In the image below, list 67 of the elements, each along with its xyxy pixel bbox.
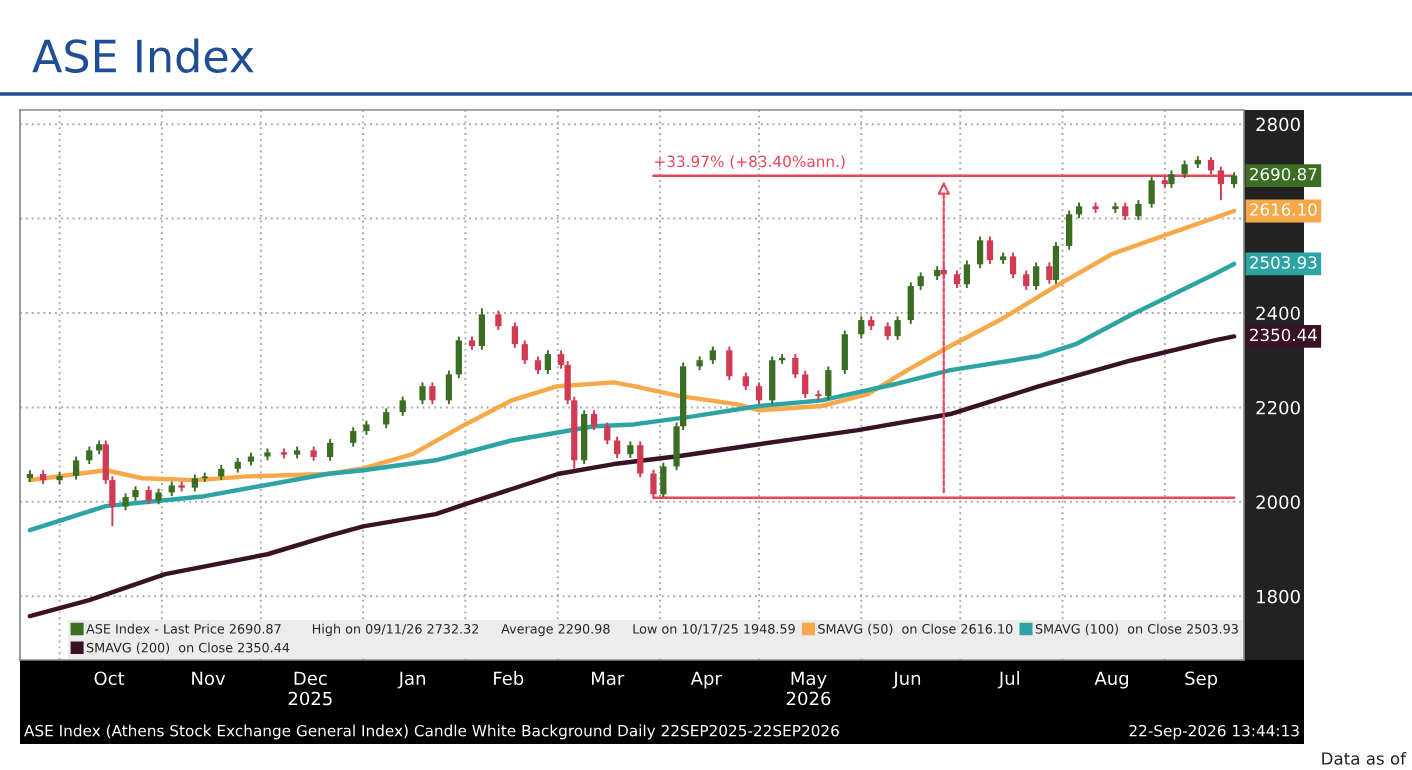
- candlestick: [1023, 269, 1030, 291]
- candlestick: [841, 329, 848, 375]
- candlestick: [1135, 199, 1142, 221]
- candlestick: [604, 421, 611, 446]
- candlestick: [326, 438, 334, 462]
- candlestick: [726, 345, 733, 382]
- x-tick-label: Nov: [192, 671, 226, 686]
- candlestick: [445, 369, 453, 406]
- line-series: [27, 261, 1237, 533]
- y-tick-label: 2000: [1256, 495, 1300, 509]
- candlestick: [1066, 209, 1073, 251]
- candlestick: [907, 281, 914, 325]
- candlestick: [581, 409, 588, 466]
- y-tick-label: 2800: [1256, 117, 1300, 132]
- candlestick: [792, 353, 799, 380]
- candlestick: [1046, 261, 1053, 285]
- candlestick: [976, 235, 984, 270]
- candlestick: [495, 309, 502, 331]
- x-tick-label: May 2026: [786, 671, 831, 706]
- candlestick: [894, 315, 901, 341]
- candlestick: [963, 259, 970, 289]
- candlestick: [511, 321, 519, 349]
- candlestick: [802, 369, 809, 399]
- candlestick: [1052, 241, 1060, 285]
- candlestick: [72, 455, 80, 481]
- candlestick: [478, 307, 486, 351]
- candlestick: [660, 461, 667, 499]
- line-series: [27, 334, 1237, 619]
- candlestick: [769, 355, 776, 406]
- candlestick: [544, 349, 551, 375]
- y-tick-label: 2200: [1256, 400, 1300, 415]
- x-tick-label: Dec 2025: [288, 671, 332, 706]
- x-tick-label: Mar: [591, 671, 625, 686]
- candlestick: [350, 426, 357, 448]
- candlestick: [1217, 165, 1225, 202]
- candlestick: [825, 365, 832, 401]
- x-tick-label: Apr: [690, 671, 722, 689]
- x-tick-label: Oct: [94, 671, 125, 686]
- x-tick-label: Jan: [397, 671, 425, 689]
- candlestick: [419, 381, 426, 406]
- x-tick-label: Jul: [997, 671, 1019, 689]
- candlestick: [521, 339, 528, 365]
- candlestick: [383, 407, 390, 430]
- data-label: 2616.10: [1250, 203, 1317, 216]
- data-label: 2503.93: [1250, 256, 1317, 269]
- candlestick: [1148, 175, 1155, 209]
- y-tick-label: 1800: [1257, 589, 1300, 604]
- candlestick: [455, 335, 462, 380]
- candlestick: [590, 409, 598, 432]
- x-tick-label: Aug: [1094, 671, 1129, 689]
- y-tick-label: 2400: [1256, 306, 1300, 321]
- candlestick: [1033, 261, 1040, 291]
- candlestick: [650, 468, 657, 499]
- candlestick: [755, 381, 763, 406]
- x-tick-label: Jun: [892, 671, 921, 689]
- text: Data as of: [1322, 751, 1407, 765]
- x-tick-label: Feb: [494, 671, 524, 686]
- candlestick: [614, 435, 621, 459]
- text: 2690.87: [1250, 167, 1317, 181]
- candlestick: [429, 381, 436, 406]
- candlestick: [637, 440, 644, 479]
- chart-title: ASE Index: [32, 38, 254, 73]
- data-label: 2350.44: [1250, 328, 1317, 342]
- x-tick-label: Sep: [1185, 671, 1218, 689]
- candlestick: [399, 395, 406, 417]
- candlestick: [986, 235, 994, 265]
- candlestick: [1009, 251, 1017, 280]
